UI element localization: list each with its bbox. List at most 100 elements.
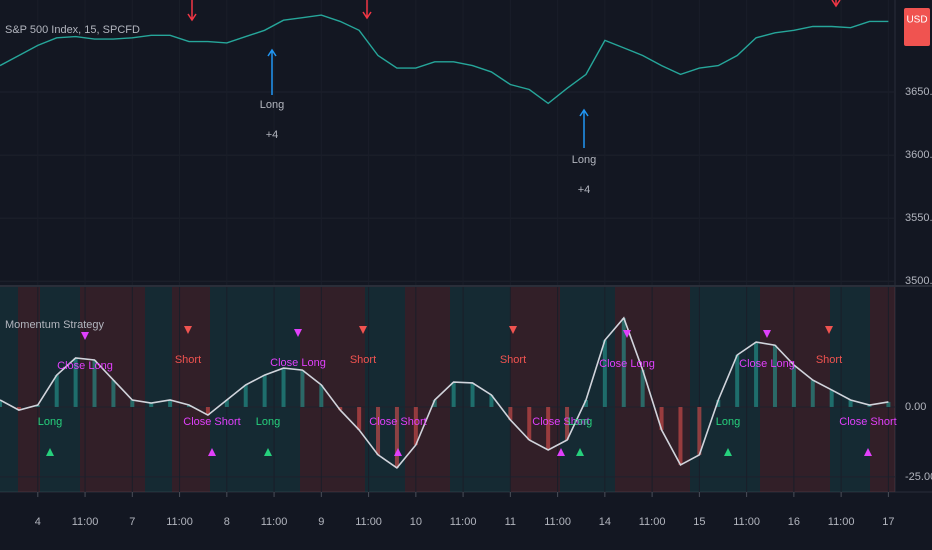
x-tick-label: 16 [788,516,800,528]
plots: 3650.00 3600.00 3550.00 3500.00 0.00 -25.00 4 1… [0,0,932,528]
y-tick-label: 3650.00 [905,86,932,98]
signal-label: Long [260,99,284,111]
signal-backgrounds [0,287,895,492]
signal-label: Long [256,416,280,428]
signal-label: Close Short [369,416,426,428]
signal-label: Short [175,354,201,366]
y-tick-label: 0.00 [905,401,926,413]
signal-band [830,287,870,492]
x-tick-label: 17 [882,516,894,528]
histogram-bar [848,399,853,407]
signal-band [405,287,450,492]
exit-arrow [362,0,372,20]
currency-badge[interactable] [904,8,930,46]
signal-label: Close Short [532,416,589,428]
signal-label: +4 [266,129,279,141]
histogram-bar [735,354,740,407]
histogram-bar [886,401,891,407]
y-tick-label: -25.00 [905,471,932,483]
signal-label: Close Long [739,358,795,370]
histogram-bar [489,394,494,407]
signal-band [0,287,18,492]
x-tick-label: 14 [599,516,611,528]
histogram-bar [697,406,702,455]
y-tick-label: 3600.00 [905,149,932,161]
signal-label: Short [500,354,526,366]
signal-band [510,287,560,492]
histogram-bar [338,406,343,411]
symbol-title: S&P 500 Index, 15, SPCFD [5,24,140,36]
signal-label: Short [816,354,842,366]
series-line [0,14,889,105]
signal-band [18,287,40,492]
histogram-bar [224,399,229,407]
x-tick-label: 10 [410,516,422,528]
signal-label: Long [716,416,740,428]
histogram-bar [602,340,607,407]
signal-arrow [46,448,54,456]
histogram-bar [262,375,267,407]
x-tick-label: 11:00 [733,516,760,528]
histogram-bar [130,399,135,407]
x-tick-label: 11:00 [166,516,193,528]
y-tick-label: 3550.00 [905,212,932,224]
histogram-bar [810,380,815,407]
histogram-bar [168,399,173,407]
signal-arrow [623,330,631,338]
signal-arrow [394,448,402,456]
histogram-bar [111,380,116,407]
histogram-bar [205,406,210,416]
signal-arrow [81,332,89,340]
entry-arrow [267,48,277,95]
signal-label: Close Short [183,416,240,428]
signal-band [300,287,365,492]
series-line [0,316,889,469]
signal-band [690,287,760,492]
histogram-bar [621,318,626,407]
histogram-bar [376,406,381,455]
signal-label: Long [568,416,592,428]
histogram-bar [357,406,362,430]
histogram-bar [451,382,456,407]
signal-arrow [576,448,584,456]
histogram-bar [394,406,399,468]
signal-band [365,287,405,492]
signal-label: Long [38,416,62,428]
signal-arrow [359,326,367,334]
signal-arrow [509,326,517,334]
histogram-bar [470,382,475,407]
signal-arrow [864,448,872,456]
x-tick-label: 7 [129,516,135,528]
histogram-bar [508,406,513,420]
histogram-bar [319,384,324,407]
signal-band [450,287,510,492]
signal-label: Close Long [599,358,655,370]
x-tick-label: 11:00 [639,516,666,528]
signal-arrow [294,329,302,337]
histogram-bar [35,405,40,407]
currency-label: USD [906,15,927,26]
x-tick-label: 8 [224,516,230,528]
histogram-bar [281,368,286,407]
x-tick-label: 11:00 [261,516,288,528]
x-tick-label: 9 [318,516,324,528]
histogram-bar [867,405,872,407]
histogram-bar [678,406,683,465]
indicator-title: Momentum Strategy [5,319,105,331]
x-tick-label: 11 [505,516,516,528]
x-tick-label: 11:00 [72,516,99,528]
histogram-bar [772,345,777,407]
histogram-bar [300,370,305,407]
histogram-bar [640,370,645,407]
signal-arrow [825,326,833,334]
histogram-bar [754,342,759,407]
entry-arrow [579,108,589,148]
histogram-bar [583,399,588,407]
histogram-bar [716,399,721,407]
histogram-bar [565,406,570,440]
signal-band [210,287,300,492]
signal-arrow [184,326,192,334]
signal-label: Short [350,354,376,366]
exit-arrow [187,0,197,22]
